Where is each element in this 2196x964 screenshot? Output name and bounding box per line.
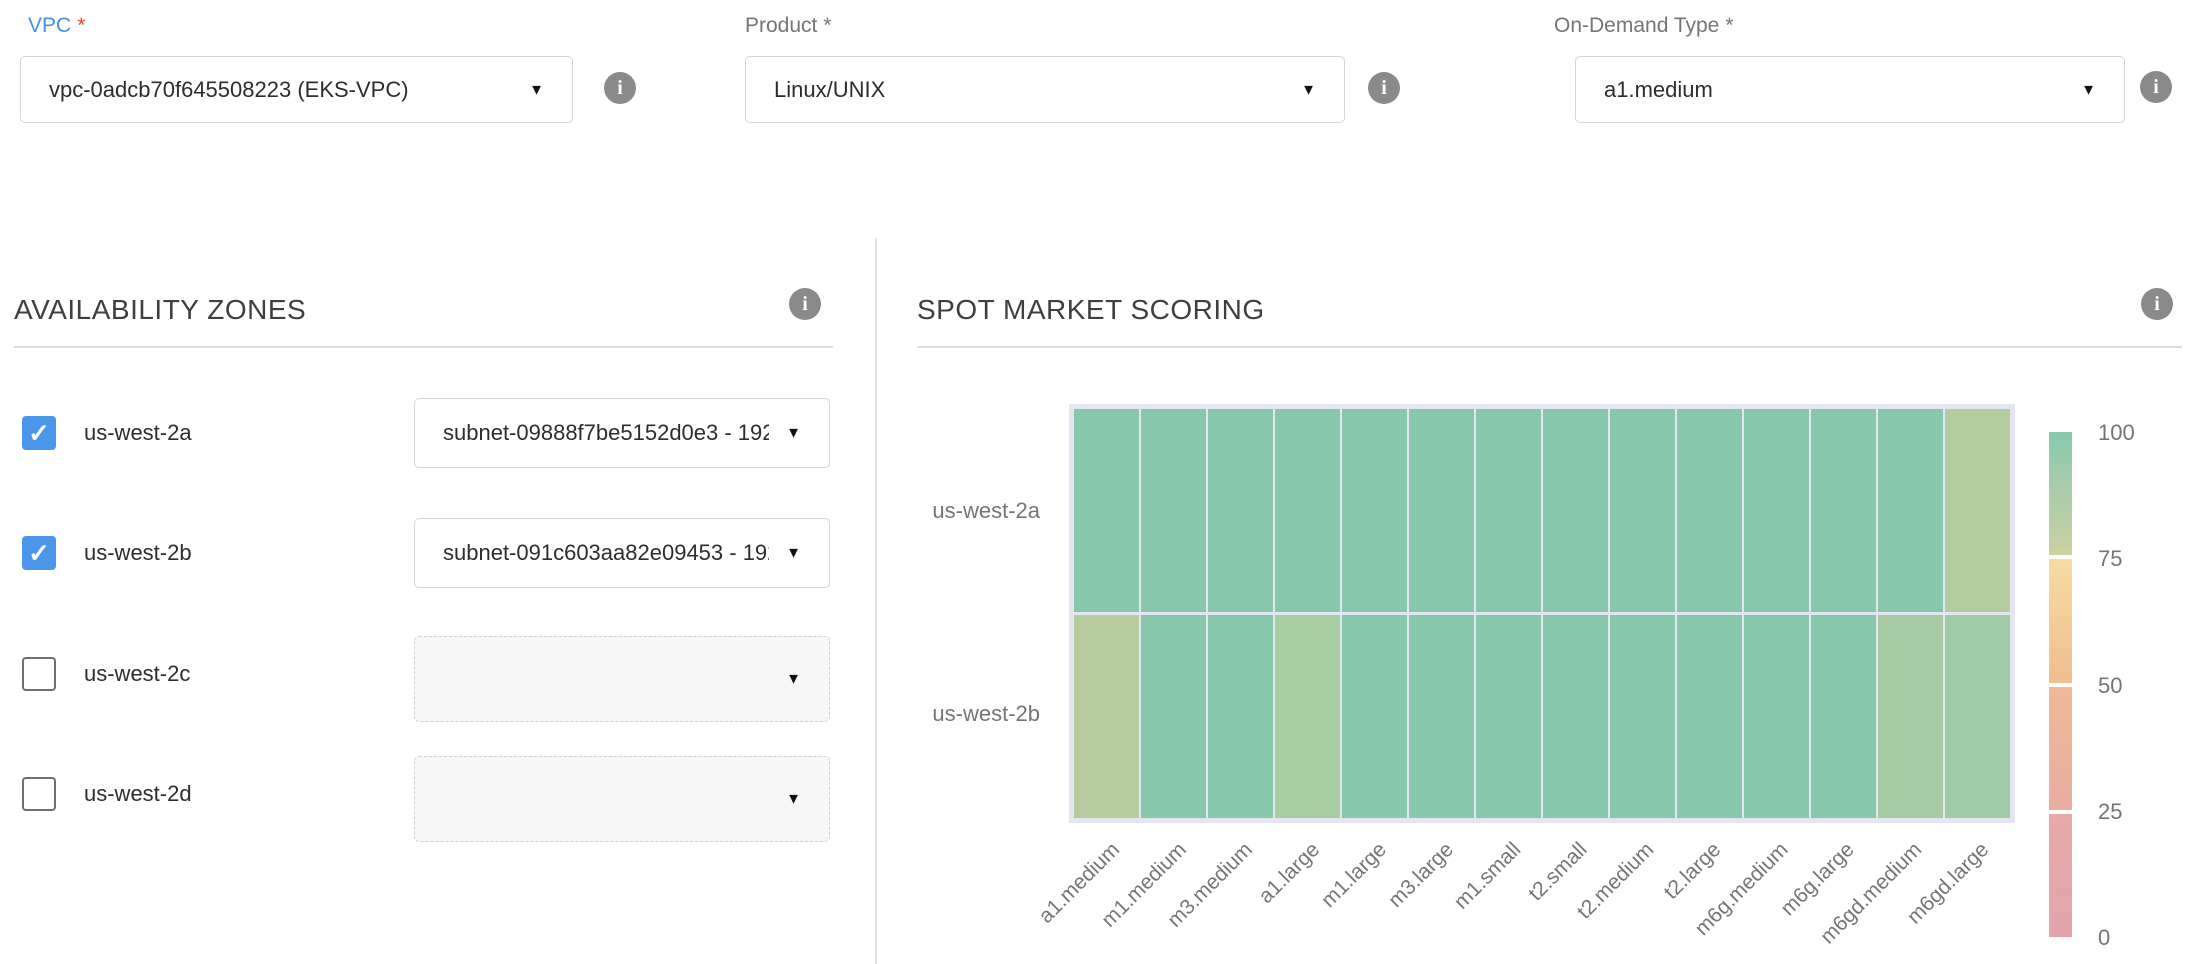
heatmap-row-us-west-2a <box>1074 409 2010 612</box>
chevron-down-icon: ▼ <box>1301 81 1316 98</box>
vpc-label: VPC * <box>28 14 85 38</box>
heatmap-cell-us-west-2b-m6gd.medium[interactable] <box>1878 615 1943 818</box>
heatmap-ylabel-us-west-2b: us-west-2b <box>870 701 1040 727</box>
az-label-us-west-2c: us-west-2c <box>84 661 190 687</box>
colorbar-segment-2 <box>2049 687 2072 810</box>
heatmap-cell-us-west-2a-t2.large[interactable] <box>1677 409 1742 612</box>
heatmap-cell-us-west-2b-m1.medium[interactable] <box>1141 615 1206 818</box>
chevron-down-icon: ▼ <box>786 425 801 442</box>
colorbar-segment-3 <box>2049 814 2072 937</box>
subnet-select-value: subnet-091c603aa82e09453 - 192.168… <box>443 540 769 566</box>
heatmap-cell-us-west-2b-t2.medium[interactable] <box>1610 615 1675 818</box>
ondemand-type-label: On-Demand Type * <box>1554 14 1734 38</box>
product-info-icon[interactable]: i <box>1368 72 1400 104</box>
colorbar-tick-100: 100 <box>2098 420 2135 446</box>
az-checkbox-us-west-2a[interactable]: ✓ <box>22 416 56 450</box>
ondemand-info-icon[interactable]: i <box>2140 71 2172 103</box>
heatmap-cell-us-west-2b-a1.medium[interactable] <box>1074 615 1139 818</box>
heatmap-xlabel-a1.large: a1.large <box>1254 838 1325 909</box>
colorbar-segment-0 <box>2049 432 2072 555</box>
colorbar-tick-75: 75 <box>2098 546 2122 572</box>
heatmap-xlabel-t2.large: t2.large <box>1660 838 1727 905</box>
heatmap-xlabel-m1.small: m1.small <box>1449 838 1525 914</box>
heatmap <box>1074 409 2010 818</box>
heatmap-cell-us-west-2a-m1.large[interactable] <box>1342 409 1407 612</box>
ondemand-type-select-value: a1.medium <box>1604 77 1713 103</box>
subnet-select-us-west-2d[interactable]: ▼ <box>414 756 830 842</box>
product-required-asterisk: * <box>823 14 831 37</box>
spot-instance-config-page: VPC * vpc-0adcb70f645508223 (EKS-VPC) ▼ i… <box>0 0 2196 964</box>
heatmap-cell-us-west-2a-a1.large[interactable] <box>1275 409 1340 612</box>
colorbar-segment-1 <box>2049 559 2072 682</box>
ondemand-type-select[interactable]: a1.medium ▼ <box>1575 56 2125 123</box>
ondemand-required-asterisk: * <box>1725 14 1733 37</box>
subnet-select-value: subnet-09888f7be5152d0e3 - 192.168… <box>443 420 769 446</box>
az-label-us-west-2a: us-west-2a <box>84 420 192 446</box>
heatmap-row-us-west-2b <box>1074 615 2010 818</box>
colorbar-tick-0: 0 <box>2098 925 2110 951</box>
info-glyph: i <box>617 77 623 100</box>
heatmap-cell-us-west-2a-m6g.large[interactable] <box>1811 409 1876 612</box>
heatmap-cell-us-west-2a-m3.large[interactable] <box>1409 409 1474 612</box>
heatmap-cell-us-west-2a-t2.medium[interactable] <box>1610 409 1675 612</box>
heatmap-xlabel-m1.large: m1.large <box>1317 838 1392 913</box>
heatmap-cell-us-west-2b-m6g.medium[interactable] <box>1744 615 1809 818</box>
heatmap-ylabel-us-west-2a: us-west-2a <box>870 498 1040 524</box>
heatmap-cell-us-west-2a-m1.small[interactable] <box>1476 409 1541 612</box>
info-glyph: i <box>2153 76 2159 99</box>
chevron-down-icon: ▼ <box>786 545 801 562</box>
info-glyph: i <box>2154 293 2160 316</box>
heatmap-cell-us-west-2b-m6gd.large[interactable] <box>1945 615 2010 818</box>
vpc-select-value: vpc-0adcb70f645508223 (EKS-VPC) <box>49 77 409 103</box>
spot-market-scoring-title: SPOT MARKET SCORING <box>917 294 1265 326</box>
availability-zones-rule <box>14 346 833 348</box>
heatmap-cell-us-west-2b-a1.large[interactable] <box>1275 615 1340 818</box>
heatmap-cell-us-west-2a-m6g.medium[interactable] <box>1744 409 1809 612</box>
az-checkbox-us-west-2d[interactable] <box>22 777 56 811</box>
info-glyph: i <box>1381 77 1387 100</box>
vpc-select[interactable]: vpc-0adcb70f645508223 (EKS-VPC) ▼ <box>20 56 573 123</box>
chevron-down-icon: ▼ <box>2081 81 2096 98</box>
subnet-select-us-west-2b[interactable]: subnet-091c603aa82e09453 - 192.168… ▼ <box>414 518 830 588</box>
az-label-us-west-2b: us-west-2b <box>84 540 192 566</box>
chevron-down-icon: ▼ <box>786 791 801 808</box>
heatmap-cell-us-west-2b-m1.large[interactable] <box>1342 615 1407 818</box>
colorbar-tick-25: 25 <box>2098 799 2122 825</box>
heatmap-cell-us-west-2b-m1.small[interactable] <box>1476 615 1541 818</box>
product-select[interactable]: Linux/UNIX ▼ <box>745 56 1345 123</box>
heatmap-cell-us-west-2b-m3.medium[interactable] <box>1208 615 1273 818</box>
vpc-required-asterisk: * <box>77 14 85 37</box>
product-select-value: Linux/UNIX <box>774 77 885 103</box>
vpc-label-text: VPC <box>28 14 71 37</box>
heatmap-cell-us-west-2b-t2.small[interactable] <box>1543 615 1608 818</box>
subnet-select-us-west-2c[interactable]: ▼ <box>414 636 830 722</box>
heatmap-cell-us-west-2a-t2.small[interactable] <box>1543 409 1608 612</box>
heatmap-xlabel-m3.large: m3.large <box>1384 838 1459 913</box>
heatmap-cell-us-west-2a-a1.medium[interactable] <box>1074 409 1139 612</box>
colorbar-tick-50: 50 <box>2098 673 2122 699</box>
heatmap-cell-us-west-2a-m1.medium[interactable] <box>1141 409 1206 612</box>
product-label-text: Product <box>745 14 817 37</box>
availability-zones-info-icon[interactable]: i <box>789 288 821 320</box>
heatmap-cell-us-west-2a-m6gd.large[interactable] <box>1945 409 2010 612</box>
spot-market-info-icon[interactable]: i <box>2141 288 2173 320</box>
az-checkbox-us-west-2c[interactable] <box>22 657 56 691</box>
heatmap-cell-us-west-2b-m3.large[interactable] <box>1409 615 1474 818</box>
az-checkbox-us-west-2b[interactable]: ✓ <box>22 536 56 570</box>
spot-market-rule <box>917 346 2182 348</box>
section-divider <box>875 238 877 964</box>
chevron-down-icon: ▼ <box>529 81 544 98</box>
product-label: Product * <box>745 14 832 38</box>
heatmap-cell-us-west-2b-t2.large[interactable] <box>1677 615 1742 818</box>
chevron-down-icon: ▼ <box>786 671 801 688</box>
vpc-info-icon[interactable]: i <box>604 72 636 104</box>
heatmap-cell-us-west-2b-m6g.large[interactable] <box>1811 615 1876 818</box>
heatmap-cell-us-west-2a-m3.medium[interactable] <box>1208 409 1273 612</box>
subnet-select-us-west-2a[interactable]: subnet-09888f7be5152d0e3 - 192.168… ▼ <box>414 398 830 468</box>
heatmap-cell-us-west-2a-m6gd.medium[interactable] <box>1878 409 1943 612</box>
ondemand-type-label-text: On-Demand Type <box>1554 14 1719 37</box>
az-label-us-west-2d: us-west-2d <box>84 781 192 807</box>
availability-zones-title: AVAILABILITY ZONES <box>14 294 306 326</box>
info-glyph: i <box>802 293 808 316</box>
